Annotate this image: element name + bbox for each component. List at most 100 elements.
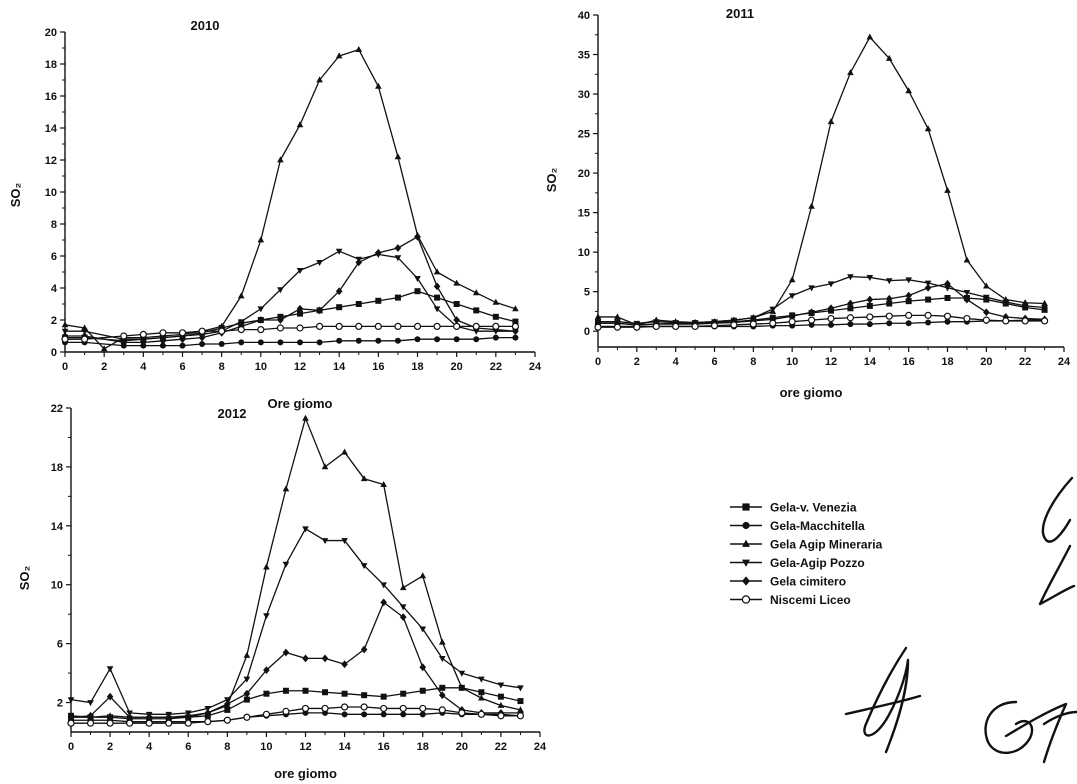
legend: Gela-v. Venezia Gela-Macchitella Gela Agip…	[730, 501, 883, 607]
data-point	[1021, 303, 1029, 310]
data-point	[866, 275, 874, 282]
data-point	[355, 301, 362, 307]
data-point	[438, 691, 446, 700]
data-point	[925, 319, 932, 326]
data-point	[866, 302, 873, 309]
x-tick-label: 0	[62, 361, 68, 373]
data-point	[788, 318, 796, 326]
data-point	[944, 285, 951, 292]
series-gela-agip-mineraria	[594, 33, 1048, 328]
data-point	[380, 711, 387, 718]
y-axis-label: SO₂	[8, 182, 23, 207]
data-point	[360, 475, 368, 482]
x-tick-label: 6	[185, 741, 191, 753]
data-point	[594, 313, 602, 320]
data-point	[120, 332, 128, 340]
series-gela-agip-mineraria	[61, 46, 519, 352]
y-tick-label: 2	[51, 315, 57, 327]
data-point	[439, 684, 446, 691]
data-point	[497, 701, 505, 708]
x-tick-label: 18	[411, 361, 423, 373]
data-point	[807, 316, 816, 324]
data-point	[145, 713, 153, 722]
series-line	[71, 417, 521, 718]
data-point	[277, 287, 284, 294]
data-point	[198, 327, 206, 335]
data-point	[277, 156, 284, 163]
data-point	[322, 689, 329, 696]
data-point	[866, 33, 874, 40]
data-point	[453, 336, 460, 343]
data-point	[512, 318, 519, 325]
data-point	[433, 268, 441, 275]
y-tick-label: 2	[57, 698, 63, 710]
y-tick-label: 18	[45, 59, 57, 71]
data-point	[81, 328, 88, 335]
y-tick-label: 18	[51, 462, 63, 474]
data-point	[282, 707, 290, 715]
data-point	[458, 670, 466, 677]
x-tick-label: 12	[825, 356, 837, 368]
data-point	[237, 319, 245, 326]
x-tick-label: 8	[219, 361, 225, 373]
data-point	[399, 604, 407, 611]
data-point	[355, 258, 363, 267]
x-tick-label: 2	[101, 361, 107, 373]
data-point	[594, 319, 602, 328]
data-point	[517, 685, 524, 692]
data-point	[492, 298, 500, 305]
data-point	[924, 283, 932, 292]
data-point	[139, 330, 147, 338]
data-point	[478, 689, 485, 696]
data-point	[224, 706, 231, 713]
data-point	[885, 312, 893, 320]
data-point	[433, 282, 441, 291]
data-point	[473, 307, 480, 314]
data-point	[905, 87, 912, 94]
data-point	[238, 339, 245, 346]
data-point	[866, 295, 874, 304]
data-point	[472, 322, 480, 330]
data-point	[614, 313, 621, 320]
data-point	[263, 666, 270, 675]
x-tick-label: 8	[750, 356, 756, 368]
data-point	[237, 292, 245, 299]
data-point	[963, 290, 971, 297]
chart-title: 2011	[726, 6, 754, 21]
y-tick-label: 4	[51, 283, 58, 295]
data-point	[321, 463, 329, 470]
data-point	[120, 338, 128, 347]
series-line	[70, 601, 521, 718]
data-point	[341, 660, 348, 669]
data-point	[433, 322, 441, 330]
data-point	[613, 323, 622, 331]
data-point	[302, 526, 309, 533]
data-point	[126, 713, 133, 722]
data-point	[925, 296, 932, 303]
data-point	[983, 308, 990, 317]
y-tick-label: 22	[51, 403, 63, 415]
series-gela-cimitero	[67, 598, 524, 722]
data-point	[316, 260, 323, 266]
data-point	[199, 341, 206, 347]
data-point	[237, 326, 245, 334]
legend-label: Gela-v. Venezia	[770, 501, 857, 515]
data-point	[414, 232, 421, 241]
series-line	[70, 528, 521, 715]
data-point	[808, 308, 815, 317]
data-point	[394, 322, 402, 330]
series-line	[598, 36, 1045, 326]
data-point	[67, 719, 75, 727]
data-point	[80, 335, 89, 343]
y-axis-label: SO₂	[544, 167, 559, 192]
data-point	[106, 666, 114, 673]
legend-entry: Gela-Macchitella	[730, 519, 865, 533]
data-point	[419, 704, 427, 713]
data-point	[453, 301, 460, 307]
data-point	[788, 276, 796, 283]
data-point	[61, 321, 69, 328]
data-point	[67, 697, 75, 704]
data-point	[594, 323, 602, 331]
x-tick-label: 12	[299, 741, 311, 753]
data-point	[340, 703, 349, 711]
